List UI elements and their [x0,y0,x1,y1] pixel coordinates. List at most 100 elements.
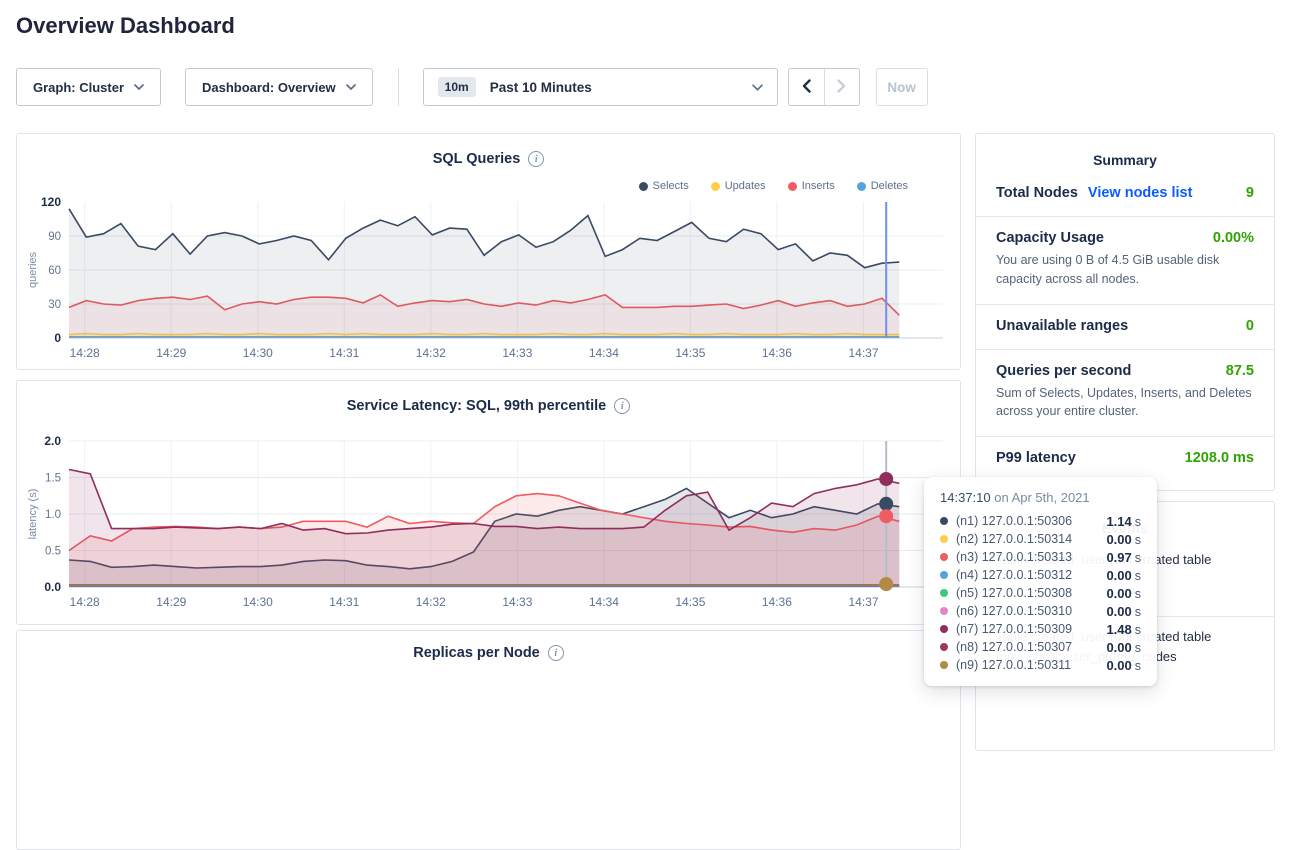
view-nodes-list-link[interactable]: View nodes list [1088,185,1193,201]
tooltip-node-value: 0.00s [1106,604,1141,619]
graph-dropdown-label: Graph: Cluster [33,80,124,95]
chevron-down-icon [134,84,144,90]
total-nodes-value: 9 [1246,185,1254,201]
svg-text:14:33: 14:33 [502,595,532,609]
chevron-left-icon [802,79,811,96]
total-nodes-label: Total Nodes [996,185,1078,201]
service-latency-panel: Service Latency: SQL, 99th percentile i … [16,380,961,625]
service-latency-chart[interactable]: 14:2814:2914:3014:3114:3214:3314:3414:35… [23,431,953,613]
svg-text:2.0: 2.0 [44,434,61,448]
tooltip-timestamp: 14:37:10 on Apr 5th, 2021 [940,490,1141,505]
legend-item[interactable]: Selects [639,180,689,192]
time-back-button[interactable] [789,69,824,105]
svg-text:14:29: 14:29 [156,595,186,609]
tooltip-node-row: (n6) 127.0.0.1:503100.00s [940,602,1141,620]
dashboard-dropdown-label: Dashboard: Overview [202,80,336,95]
series-dot-icon [940,553,948,561]
svg-text:queries: queries [27,251,39,288]
time-range-picker[interactable]: 10m Past 10 Minutes [423,68,778,106]
series-dot-icon [940,571,948,579]
now-button[interactable]: Now [876,68,928,106]
summary-row-p99: P99 latency 1208.0 ms [976,436,1274,481]
svg-text:14:36: 14:36 [762,595,792,609]
svg-text:14:36: 14:36 [762,346,792,360]
svg-text:1.0: 1.0 [45,509,61,521]
summary-row-capacity: Capacity Usage 0.00% You are using 0 B o… [976,216,1274,304]
svg-text:0: 0 [54,331,61,345]
series-dot-icon [940,607,948,615]
unavailable-ranges-label: Unavailable ranges [996,318,1128,334]
svg-text:14:29: 14:29 [156,346,186,360]
tooltip-node-label: (n4) 127.0.0.1:50312 [956,568,1072,582]
sql-queries-chart[interactable]: 14:2814:2914:3014:3114:3214:3314:3414:35… [23,192,953,364]
tooltip-node-label: (n1) 127.0.0.1:50306 [956,514,1072,528]
tooltip-node-value: 1.14s [1106,514,1141,529]
series-dot-icon [940,535,948,543]
legend-item[interactable]: Updates [711,180,766,192]
tooltip-node-label: (n8) 127.0.0.1:50307 [956,640,1072,654]
tooltip-node-value: 1.48s [1106,622,1141,637]
tooltip-node-row: (n8) 127.0.0.1:50307 0.00s [940,638,1141,656]
svg-text:30: 30 [48,299,61,311]
tooltip-node-label: (n7) 127.0.0.1:50309 [956,622,1072,636]
p99-latency-value: 1208.0 ms [1185,450,1254,466]
svg-text:14:28: 14:28 [70,346,100,360]
p99-latency-label: P99 latency [996,450,1076,466]
svg-text:14:30: 14:30 [243,595,273,609]
sql-queries-title: SQL Queries i [17,151,960,167]
legend-dot-icon [788,182,797,191]
tooltip-node-label: (n5) 127.0.0.1:50308 [956,586,1072,600]
page-title: Overview Dashboard [16,13,235,39]
tooltip-node-label: (n3) 127.0.0.1:50313 [956,550,1072,564]
svg-text:14:37: 14:37 [848,346,878,360]
svg-text:14:34: 14:34 [589,346,619,360]
tooltip-node-value: 0.00s [1106,640,1141,655]
tooltip-node-value: 0.00s [1106,532,1141,547]
svg-text:90: 90 [48,231,61,243]
time-forward-button[interactable] [824,69,859,105]
svg-text:14:33: 14:33 [502,346,532,360]
svg-text:14:31: 14:31 [329,346,359,360]
summary-row-qps: Queries per second 87.5 Sum of Selects, … [976,349,1274,437]
legend-item[interactable]: Inserts [788,180,835,192]
qps-desc: Sum of Selects, Updates, Inserts, and De… [996,384,1254,422]
info-icon[interactable]: i [528,151,544,167]
legend-dot-icon [711,182,720,191]
tooltip-node-value: 0.00s [1106,568,1141,583]
qps-value: 87.5 [1226,363,1254,379]
svg-text:14:35: 14:35 [675,595,705,609]
svg-text:14:32: 14:32 [416,346,446,360]
capacity-usage-label: Capacity Usage [996,230,1104,246]
summary-panel: Summary Total Nodes View nodes list 9 Ca… [975,133,1275,491]
svg-text:14:35: 14:35 [675,346,705,360]
series-dot-icon [940,661,948,669]
svg-text:0.0: 0.0 [44,580,61,594]
time-range-badge: 10m [438,77,476,97]
summary-row-unavailable: Unavailable ranges 0 [976,304,1274,349]
unavailable-ranges-value: 0 [1246,318,1254,334]
service-latency-title: Service Latency: SQL, 99th percentile i [17,398,960,414]
svg-text:0.5: 0.5 [45,546,61,558]
summary-row-total-nodes: Total Nodes View nodes list 9 [976,172,1274,216]
tooltip-node-row: (n3) 127.0.0.1:503130.97s [940,548,1141,566]
svg-text:60: 60 [48,265,61,277]
qps-label: Queries per second [996,363,1131,379]
svg-text:latency (s): latency (s) [27,489,39,540]
dashboard-dropdown[interactable]: Dashboard: Overview [185,68,373,106]
info-icon[interactable]: i [548,645,564,661]
svg-text:14:37: 14:37 [848,595,878,609]
tooltip-node-row: (n4) 127.0.0.1:50312 0.00s [940,566,1141,584]
sql-queries-panel: SQL Queries i Selects Updates Inserts Delet… [16,133,961,370]
replicas-per-node-title: Replicas per Node i [17,645,960,661]
svg-text:14:32: 14:32 [416,595,446,609]
svg-text:14:31: 14:31 [329,595,359,609]
tooltip-node-row: (n1) 127.0.0.1:50306 1.14s [940,512,1141,530]
graph-dropdown[interactable]: Graph: Cluster [16,68,161,106]
time-step-buttons [788,68,860,106]
tooltip-node-value: 0.00s [1106,658,1141,673]
series-dot-icon [940,589,948,597]
chevron-down-icon [752,84,763,91]
info-icon[interactable]: i [614,398,630,414]
tooltip-node-row: (n9) 127.0.0.1:503110.00s [940,656,1141,674]
legend-item[interactable]: Deletes [857,180,908,192]
